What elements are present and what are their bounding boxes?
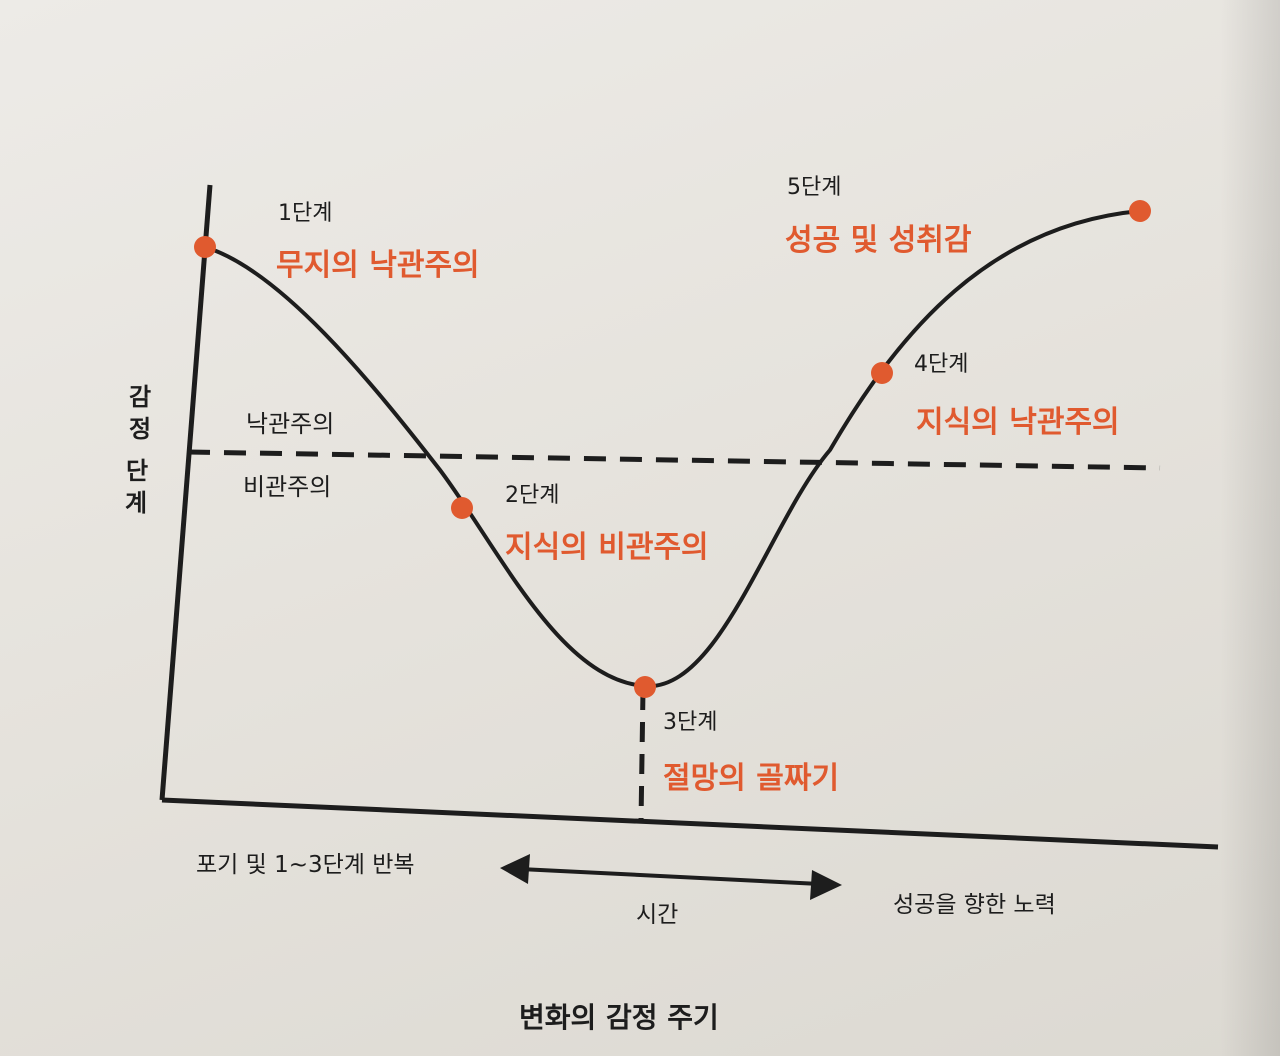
x-axis [161,797,1219,850]
stage4-name-label: 지식의 낙관주의 [916,405,1120,440]
stage1-point [194,236,216,258]
optimism-pessimism-divider [187,449,1161,471]
y-axis-label-4: 단 [126,457,148,485]
stage3-point [634,676,656,698]
y-axis-label-1: 감 [129,383,151,411]
y-axis [159,184,213,801]
time-arrow-right-head [810,870,842,900]
stage3-name-label: 절망의 골짜기 [663,761,839,796]
y-axis-label-2: 정 [129,415,151,443]
stage5-name-label: 성공 및 성취감 [785,223,972,258]
stage2-point [451,497,473,519]
stage4-step-label: 4단계 [914,352,968,377]
stage5-point [1129,200,1151,222]
right-note: 성공을 향한 노력 [893,892,1056,918]
page-gutter-shadow [1220,0,1280,1056]
zone-pessimism-label: 비관주의 [243,473,331,501]
stage3-step-label: 3단계 [663,710,717,735]
left-note: 포기 및 1~3단계 반복 [196,852,415,878]
time-label: 시간 [636,902,678,928]
figure-title: 변화의 감정 주기 [519,1001,719,1034]
stage2-name-label: 지식의 비관주의 [505,530,709,565]
stage1-step-label: 1단계 [278,201,332,226]
stage1-name-label: 무지의 낙관주의 [276,248,480,283]
time-arrow-left-head [500,854,530,884]
stage4-point [871,362,893,384]
time-arrow-shaft [519,867,821,886]
stage5-step-label: 5단계 [787,175,841,200]
y-axis-label-5: 계 [125,489,147,517]
zone-optimism-label: 낙관주의 [246,410,334,438]
stage3-drop-line [638,689,646,823]
stage2-step-label: 2단계 [505,483,559,508]
